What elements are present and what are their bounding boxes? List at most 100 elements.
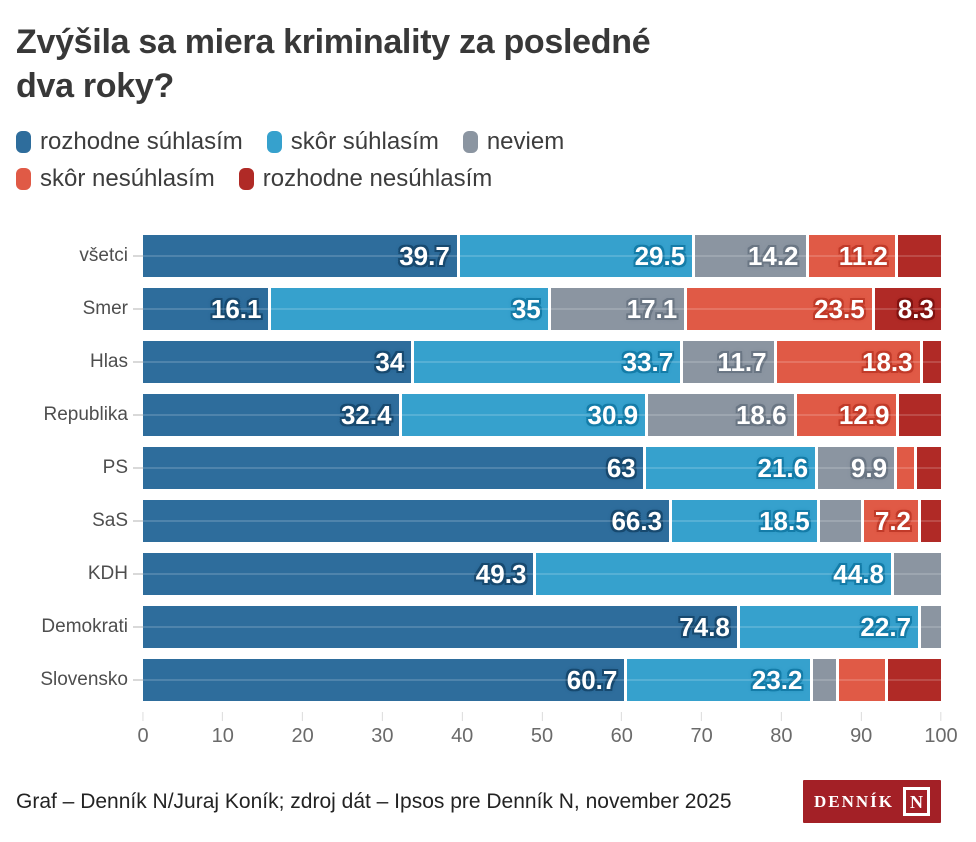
axis-tick: 40	[451, 712, 473, 748]
bar-segment[interactable]: 21.6	[645, 447, 819, 490]
axis-tick-line	[701, 712, 703, 722]
bar-segment[interactable]: 49.3	[143, 553, 537, 596]
axis-tick-label: 10	[211, 725, 234, 748]
bar-row: Hlas 34 33.7 11.7 18.3	[16, 341, 941, 384]
bar-segment[interactable]: 74.8	[143, 606, 740, 649]
value-label: 34	[375, 347, 405, 378]
dennik-n-logo[interactable]: DENNÍK N	[802, 780, 941, 824]
bar-segment[interactable]: 60.7	[143, 659, 628, 702]
bar-segment[interactable]: 14.2	[695, 235, 809, 278]
bar-segment[interactable]: 35	[271, 288, 551, 331]
axis-tick-line	[621, 712, 623, 722]
bar-segment[interactable]	[893, 553, 941, 596]
title-line-1: Zvýšila sa miera kriminality za posledné	[16, 23, 651, 61]
bar-segment[interactable]: 18.3	[776, 341, 923, 384]
bar-segment[interactable]: 17.1	[550, 288, 688, 331]
bar-segment[interactable]: 34	[143, 341, 415, 384]
bar-segment[interactable]	[812, 659, 839, 702]
axis-tick: 100	[924, 712, 958, 748]
chart-rows: všetci 39.7 29.5 14.2 11.2 Smer 16.1 35 17.1 23.5…	[16, 235, 941, 702]
bar-segment[interactable]: 23.2	[627, 659, 813, 702]
bar-segment[interactable]	[921, 500, 941, 543]
axis-tick: 90	[850, 712, 872, 748]
bar-segment[interactable]: 11.7	[683, 341, 777, 384]
bar-segment[interactable]: 12.9	[796, 394, 900, 437]
bar-track: 32.4 30.9 18.6 12.9	[143, 394, 941, 437]
bar-segment[interactable]: 18.5	[672, 500, 820, 543]
value-label: 11.7	[717, 347, 767, 378]
bar-segment[interactable]: 33.7	[414, 341, 684, 384]
bar-track: 63 21.6 9.9	[143, 447, 941, 490]
bar-row: SaS 66.3 18.5 7.2	[16, 500, 941, 543]
bar-row: Smer 16.1 35 17.1 23.5 8.3	[16, 288, 941, 331]
bar-segment[interactable]: 23.5	[687, 288, 875, 331]
value-label: 74.8	[679, 612, 730, 643]
value-label: 22.7	[860, 612, 912, 643]
category-tick	[133, 679, 143, 682]
bar-segment[interactable]	[819, 500, 864, 543]
bar-segment[interactable]: 9.9	[818, 447, 898, 490]
bar-segment[interactable]	[899, 394, 941, 437]
axis-tick: 20	[291, 712, 314, 748]
legend-swatch-icon	[16, 168, 31, 191]
axis-tick: 60	[611, 712, 633, 748]
bar-segment[interactable]: 32.4	[143, 394, 402, 437]
axis-tick-label: 20	[291, 725, 314, 748]
legend-label: neviem	[486, 128, 565, 156]
legend-label: rozhodne súhlasím	[40, 128, 243, 156]
bar-segment[interactable]	[921, 606, 941, 649]
axis-tick: 30	[371, 712, 394, 748]
bar-segment[interactable]	[917, 447, 941, 490]
bar-segment[interactable]: 18.6	[648, 394, 797, 437]
axis-tick-label: 90	[850, 725, 873, 748]
category-tick	[133, 414, 143, 417]
bar-segment[interactable]	[887, 659, 941, 702]
value-label: 16.1	[210, 294, 262, 325]
logo-n-icon: N	[903, 787, 930, 817]
bar-track: 16.1 35 17.1 23.5 8.3	[143, 288, 941, 331]
bar-segment[interactable]: 63	[143, 447, 646, 490]
category-label: Demokrati	[41, 616, 128, 638]
chart-legend: rozhodne súhlasím skôr súhlasím neviem skôr…	[16, 128, 941, 193]
axis-tick-label: 70	[690, 725, 713, 748]
axis-tick-line	[780, 712, 782, 722]
value-label: 29.5	[634, 241, 686, 272]
axis-tick-label: 50	[530, 725, 554, 748]
axis-tick-line	[142, 712, 144, 722]
legend-item: skôr nesúhlasím	[16, 165, 215, 193]
bar-segment[interactable]: 8.3	[874, 288, 941, 331]
bar-segment[interactable]: 66.3	[143, 500, 673, 543]
bar-segment[interactable]: 16.1	[143, 288, 272, 331]
axis-tick: 80	[770, 712, 793, 748]
bar-row: Republika 32.4 30.9 18.6 12.9	[16, 394, 941, 437]
bar-segment[interactable]: 7.2	[863, 500, 922, 543]
bar-track: 49.3 44.8	[143, 553, 941, 596]
category-tick	[133, 361, 143, 364]
bar-segment[interactable]: 44.8	[536, 553, 894, 596]
axis-tick: 70	[690, 712, 713, 748]
footer: Graf – Denník N/Juraj Koník; zdroj dát –…	[16, 780, 941, 824]
legend-item: neviem	[462, 128, 565, 156]
axis-tick-line	[860, 712, 862, 722]
bar-segment[interactable]: 29.5	[459, 235, 696, 278]
legend-item: rozhodne súhlasím	[16, 128, 243, 156]
bar-track: 34 33.7 11.7 18.3	[143, 341, 941, 384]
axis-tick-label: 40	[451, 725, 474, 748]
bar-segment[interactable]: 39.7	[143, 235, 460, 278]
category-tick	[133, 255, 143, 258]
bar-segment[interactable]	[838, 659, 888, 702]
bar-segment[interactable]	[897, 235, 941, 278]
bar-track: 60.7 23.2	[143, 659, 941, 702]
category-tick	[133, 626, 143, 629]
bar-segment[interactable]: 11.2	[808, 235, 898, 278]
bar-segment[interactable]	[922, 341, 941, 384]
category-label: Smer	[82, 298, 128, 320]
axis-tick-label: 80	[770, 725, 793, 748]
bar-row: Slovensko 60.7 23.2	[16, 659, 941, 702]
value-label: 18.3	[862, 347, 913, 378]
bar-segment[interactable]	[897, 447, 918, 490]
bar-segment[interactable]: 30.9	[401, 394, 649, 437]
bar-segment[interactable]: 22.7	[739, 606, 922, 649]
category-label: Hlas	[89, 351, 128, 373]
chart-page: Zvýšila sa miera kriminality za posledné…	[16, 23, 958, 824]
